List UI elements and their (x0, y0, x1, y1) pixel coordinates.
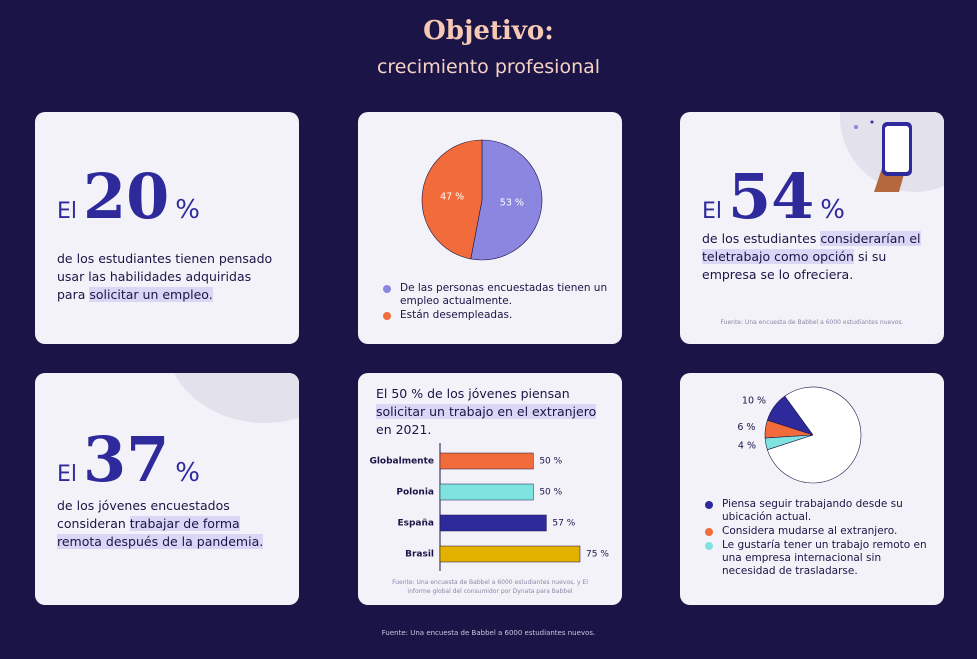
bar (439, 452, 534, 470)
card: 10 % 6 % 4 % Piensa seguir trabajando desd… (680, 373, 944, 605)
bar (439, 483, 534, 501)
number: 54 (728, 160, 815, 233)
legend-dot (383, 312, 391, 320)
value-label: 10 % (742, 395, 766, 406)
pie-chart: 53 % 47 % (421, 139, 543, 261)
value-label: 4 % (738, 440, 756, 451)
card: El20% de los estudiantes tienen pensado … (35, 112, 299, 344)
text-part: en 2021. (376, 422, 432, 437)
text-part: de los estudiantes tienen pensado usar l… (57, 251, 273, 302)
text-part: El 50 % de los jóvenes piensan (376, 386, 570, 401)
value-label: 50 % (539, 457, 562, 467)
source: Fuente: Una encuesta de Babbel a 6000 es… (720, 319, 904, 326)
subtitle: crecimiento profesional (376, 56, 601, 78)
value-label: 47 % (440, 192, 464, 203)
legend-item: Le gustaría tener un trabajo remoto en u… (702, 539, 932, 578)
category-label: España (397, 519, 434, 529)
highlight: solicitar un empleo. (89, 287, 213, 302)
big-stat: El37% (57, 423, 200, 496)
legend: Piensa seguir trabajando desde su ubicac… (702, 498, 932, 579)
prefix: El (57, 199, 78, 224)
pie-slice (766, 386, 862, 484)
legend-label: Están desempleadas. (400, 309, 513, 321)
footer: Fuente: Una encuesta de Babbel a 6000 es… (381, 629, 596, 637)
number: 20 (83, 160, 170, 233)
text: de los estudiantes tienen pensado usar l… (57, 250, 282, 304)
bar-chart: Globalmente 50 % Polonia 50 % España 57 % Bras… (369, 443, 609, 571)
pie-slice (421, 139, 483, 260)
big-stat: El20% (57, 160, 200, 233)
category-label: Globalmente (369, 457, 434, 467)
value-label: 50 % (539, 488, 562, 498)
legend-label: Considera mudarse al extranjero. (722, 525, 898, 537)
text-part: si su empresa se lo ofreciera. (702, 249, 887, 282)
card: El54% de los estudiantes considerarían e… (680, 112, 944, 344)
big-stat: El54% (702, 160, 845, 233)
category-label: Polonia (396, 488, 434, 498)
card: El37% de los jóvenes encuestados conside… (35, 373, 299, 605)
unit: % (820, 195, 846, 225)
chart-title: El 50 % de los jóvenes piensan solicitar… (376, 385, 611, 439)
value-label: 53 % (500, 197, 524, 208)
legend: De las personas encuestadas tienen un em… (380, 282, 610, 323)
value-label: 75 % (586, 550, 609, 560)
highlight: solicitar un trabajo en el extranjero (376, 404, 597, 419)
prefix: El (702, 199, 723, 224)
value-label: 57 % (552, 519, 575, 529)
value-label: 6 % (737, 422, 755, 433)
text-part: de los jóvenes encuestados consideran (57, 498, 230, 531)
unit: % (175, 195, 201, 225)
text: de los estudiantes considerarían el tele… (702, 230, 927, 284)
legend-label: Piensa seguir trabajando desde su ubicac… (722, 498, 903, 523)
prefix: El (57, 462, 78, 487)
legend-label: De las personas encuestadas tienen un em… (400, 282, 608, 307)
legend-label: Le gustaría tener un trabajo remoto en u… (722, 539, 927, 577)
card: 53 % 47 % De las personas encuestadas tie… (358, 112, 622, 344)
decoration (165, 373, 299, 423)
legend-item: Están desempleadas. (380, 309, 610, 322)
text: de los jóvenes encuestados consideran tr… (57, 497, 282, 551)
legend-item: De las personas encuestadas tienen un em… (380, 282, 610, 308)
card: El 50 % de los jóvenes piensan solicitar… (358, 373, 622, 605)
source: Fuente: Una encuesta de Babbel a 6000 es… (392, 579, 588, 595)
unit: % (175, 458, 201, 488)
legend-dot (705, 528, 713, 536)
category-label: Brasil (405, 550, 434, 560)
bar (439, 545, 581, 563)
legend-dot (705, 542, 713, 550)
legend-dot (705, 501, 713, 509)
bar (439, 514, 547, 532)
title: Objetivo: (423, 16, 554, 46)
text-part: de los estudiantes (702, 231, 817, 246)
legend-item: Piensa seguir trabajando desde su ubicac… (702, 498, 932, 524)
number: 37 (83, 423, 170, 496)
legend-dot (383, 285, 391, 293)
legend-item: Considera mudarse al extranjero. (702, 525, 932, 538)
phone-illustration (854, 120, 912, 192)
pie-chart: 10 % 6 % 4 % (737, 386, 862, 484)
pie-slice (470, 139, 543, 261)
